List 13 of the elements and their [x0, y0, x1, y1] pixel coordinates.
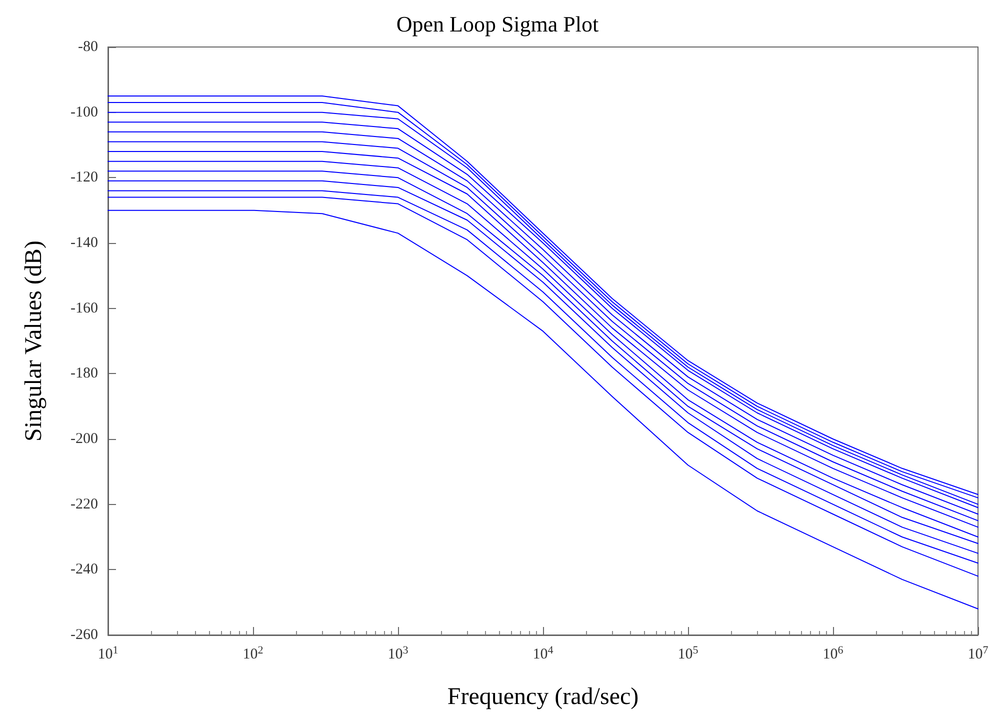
- x-axis-title: Frequency (rad/sec): [447, 684, 639, 710]
- y-tick-label: -220: [70, 496, 98, 512]
- y-tick-label: -100: [70, 104, 98, 120]
- y-tick-label: -240: [70, 562, 98, 578]
- y-tick-label: -120: [70, 170, 98, 186]
- y-tick-label: -160: [70, 300, 98, 316]
- y-tick-label: -200: [70, 431, 98, 447]
- y-axis-title: Singular Values (dB): [21, 240, 47, 442]
- y-tick-label: -180: [70, 366, 98, 382]
- y-tick-label: -260: [70, 627, 98, 643]
- y-tick-label: -140: [70, 235, 98, 251]
- chart-title: Open Loop Sigma Plot: [396, 12, 599, 36]
- y-tick-label: -80: [78, 39, 98, 55]
